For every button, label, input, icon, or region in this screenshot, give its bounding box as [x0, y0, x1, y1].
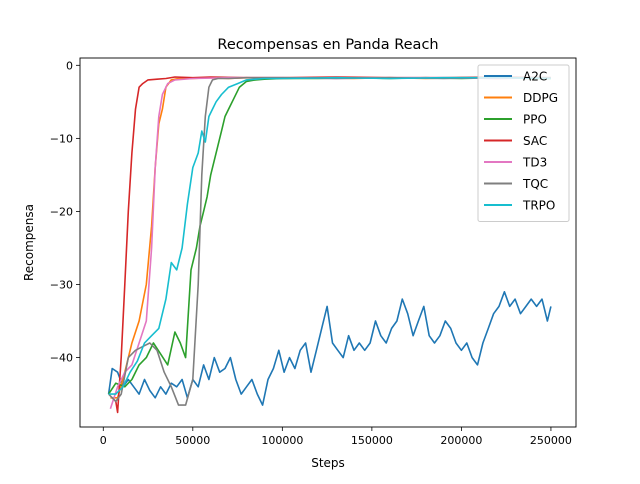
series-line-trpo	[108, 76, 551, 395]
legend-label: TRPO	[522, 199, 555, 213]
legend-label: TQC	[522, 177, 548, 191]
y-axis: 0 −10 −20 −30 −40	[50, 59, 80, 365]
series-line-a2c	[107, 291, 552, 406]
x-tick-label: 250000	[530, 434, 572, 447]
legend-label: DDPG	[523, 91, 558, 105]
legend-box	[477, 64, 570, 222]
x-tick-label: 150000	[351, 434, 393, 447]
y-tick-label: −40	[50, 352, 73, 365]
y-tick-label: −20	[50, 205, 73, 218]
x-tick-label: 200000	[440, 434, 482, 447]
y-axis-label: Recompensa	[22, 204, 36, 281]
legend: A2C DDPG PPO SAC TD3 TQC TRPO	[477, 64, 570, 222]
legend-label: PPO	[523, 113, 547, 127]
y-tick-label: −30	[50, 279, 73, 292]
x-tick-label: 50000	[175, 434, 210, 447]
x-axis-label: Steps	[311, 456, 345, 470]
x-tick-label: 100000	[261, 434, 303, 447]
legend-label: SAC	[523, 134, 547, 148]
legend-label: A2C	[523, 70, 547, 84]
plot-frame	[79, 57, 577, 428]
x-axis: 0 50000 100000 150000 200000 250000	[100, 427, 572, 447]
x-tick-label: 0	[100, 434, 107, 447]
y-tick-label: 0	[66, 59, 73, 72]
y-tick-label: −10	[50, 132, 73, 145]
series-layer	[107, 76, 552, 414]
chart-title: Recompensas en Panda Reach	[217, 37, 438, 53]
legend-label: TD3	[522, 156, 547, 170]
